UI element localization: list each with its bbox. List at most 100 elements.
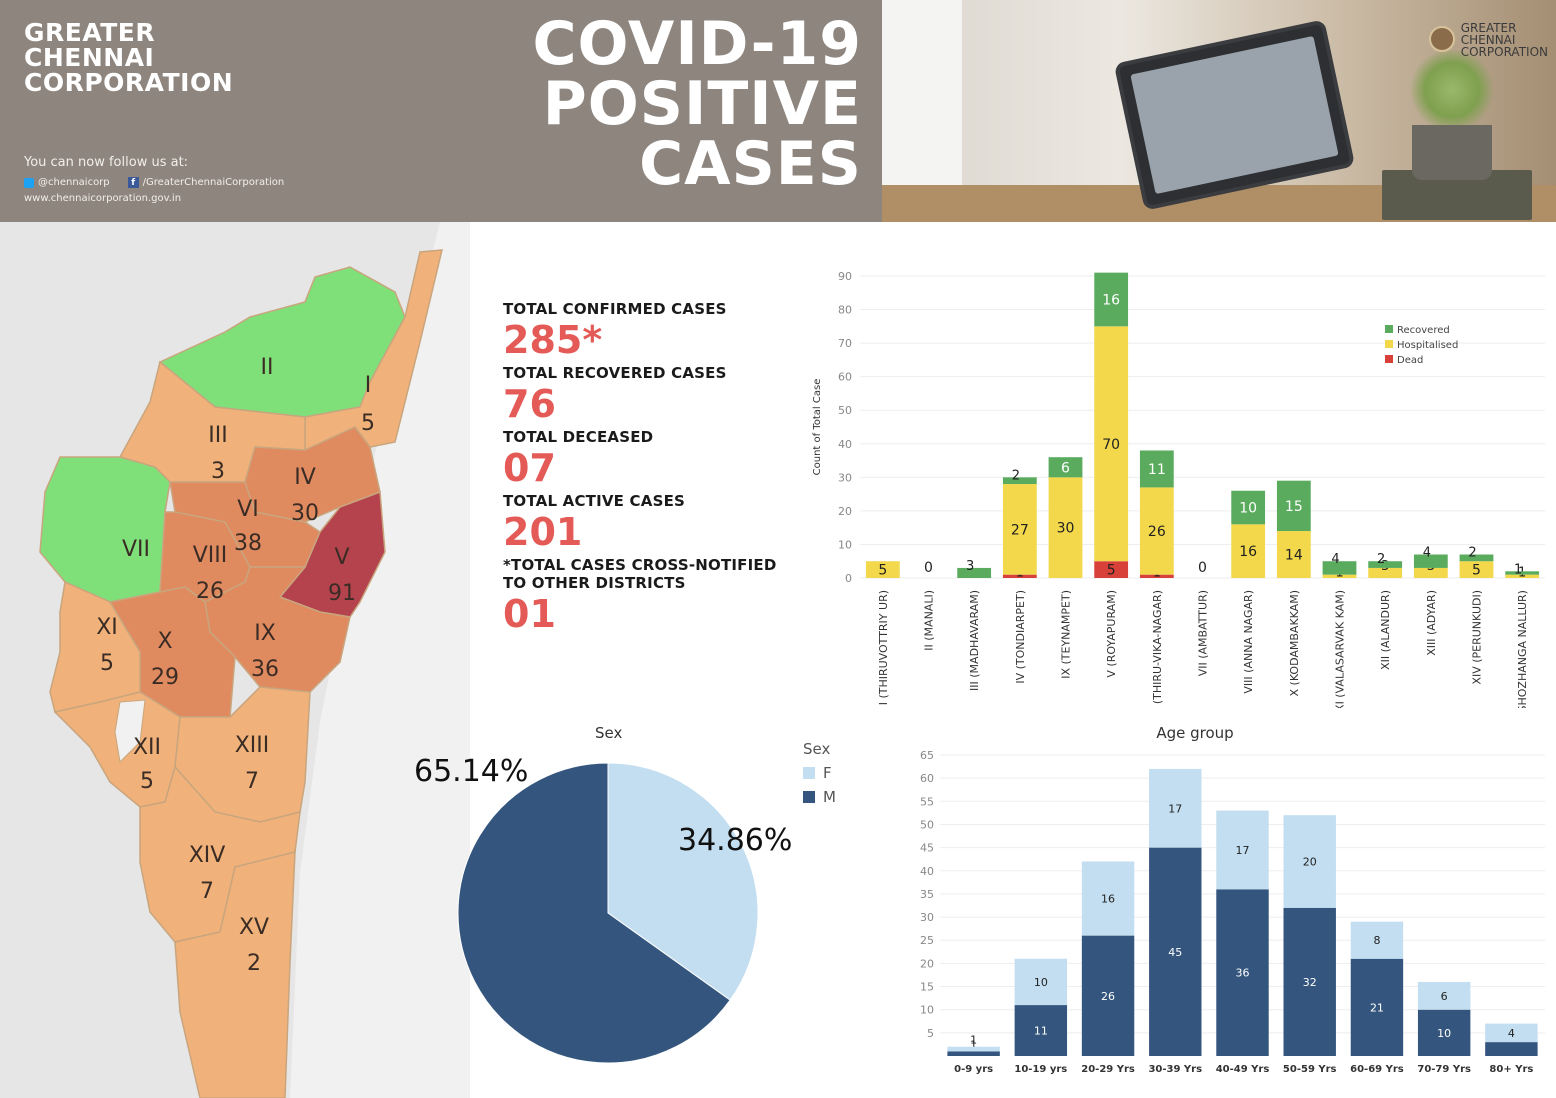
- age-bar-segment-m[interactable]: [1417, 1009, 1471, 1056]
- page-title: COVID-19 POSITIVE CASES: [442, 14, 862, 194]
- zone-label-III: III: [208, 423, 227, 448]
- age-bar-segment-f[interactable]: [1350, 921, 1404, 959]
- zone-XV-shape[interactable]: [174, 851, 296, 1098]
- zone-bar-segment-hospitalised[interactable]: [1505, 574, 1540, 578]
- age-bar-segment-f[interactable]: [1417, 981, 1471, 1010]
- zone-bar-value-label: 2: [1468, 546, 1476, 561]
- zone-bar-segment-recovered[interactable]: [1505, 571, 1540, 575]
- zone-bar-segment-recovered[interactable]: [957, 567, 992, 578]
- age-bar-value-label: 21: [1370, 1001, 1384, 1014]
- pie-slice-f[interactable]: [607, 762, 759, 1001]
- sex-legend: Sex F M: [803, 740, 836, 806]
- age-bar-segment-m[interactable]: [1014, 1005, 1068, 1056]
- zone-bar-segment-recovered[interactable]: [1048, 457, 1083, 478]
- age-bar-value-label: 6: [1441, 990, 1448, 1003]
- zone-bar-segment-recovered[interactable]: [1276, 480, 1311, 532]
- age-bar-segment-m[interactable]: [1216, 889, 1269, 1056]
- age-bar-segment-f[interactable]: [1485, 1023, 1538, 1043]
- age-bar-segment-f[interactable]: [1149, 768, 1202, 848]
- stats-panel: TOTAL CONFIRMED CASES 285* TOTAL RECOVER…: [503, 300, 803, 638]
- zone-chart-ytick: 50: [838, 404, 852, 417]
- zone-bar-segment-hospitalised[interactable]: [1002, 484, 1037, 575]
- age-chart-ytick: 50: [920, 818, 934, 831]
- zone-bar-segment-hospitalised[interactable]: [1139, 487, 1174, 575]
- zone-chart-ytick: 10: [838, 538, 852, 551]
- age-chart-category-label: 40-49 Yrs: [1216, 1064, 1270, 1075]
- age-bar-value-label: 26: [1101, 990, 1115, 1003]
- zone-count-VI: 38: [234, 531, 262, 556]
- zone-bar-segment-recovered[interactable]: [1002, 477, 1037, 485]
- zone-bar-segment-recovered[interactable]: [1413, 554, 1448, 568]
- zone-bar-value-label: 3: [966, 559, 974, 574]
- zone-chart-category-label: XIII (ADYAR): [1425, 590, 1438, 656]
- age-bar-segment-m[interactable]: [1149, 847, 1202, 1056]
- zone-count-X: 29: [151, 665, 179, 690]
- zone-map-svg: II I 5 III 3 IV 30 VI 38 VII VIII 26 V 9…: [0, 222, 443, 1098]
- zone-bar-segment-hospitalised[interactable]: [1048, 477, 1083, 578]
- age-bar-value-label: 16: [1101, 893, 1115, 906]
- confirmed-label: TOTAL CONFIRMED CASES: [503, 300, 727, 318]
- zone-bar-segment-recovered[interactable]: [1322, 561, 1357, 575]
- zone-bar-zero-label: 0: [1198, 560, 1207, 576]
- zone-bar-segment-hospitalised[interactable]: [1276, 531, 1311, 578]
- zone-bar-segment-hospitalised[interactable]: [1368, 567, 1403, 578]
- zone-count-IV: 30: [291, 501, 319, 526]
- zone-label-IV: IV: [294, 465, 316, 490]
- zone-legend-swatch-recovered: [1385, 325, 1393, 333]
- zone-bar-value-label: 26: [1148, 524, 1166, 540]
- zone-bar-value-label: 11: [1148, 462, 1166, 478]
- sex-pie-chart: Sex 65.14% 34.86% Sex F M: [400, 720, 860, 1090]
- age-bar-segment-m[interactable]: [1081, 935, 1135, 1056]
- zone-bar-segment-hospitalised[interactable]: [1231, 524, 1266, 578]
- zone-bar-segment-recovered[interactable]: [1368, 561, 1403, 568]
- zone-bar-segment-hospitalised[interactable]: [1459, 561, 1494, 578]
- age-chart-ytick: 5: [927, 1027, 934, 1040]
- zone-legend-label-recovered: Recovered: [1397, 325, 1450, 336]
- zone-bar-segment-hospitalised[interactable]: [865, 561, 900, 578]
- zone-count-XIII: 7: [245, 769, 259, 794]
- sex-legend-f: F: [803, 764, 836, 782]
- zone-bar-segment-recovered[interactable]: [1231, 490, 1266, 525]
- age-bar-segment-f[interactable]: [1081, 861, 1135, 936]
- age-bar-segment-f[interactable]: [947, 1046, 1000, 1052]
- age-bar-value-label: 4: [1508, 1027, 1515, 1040]
- age-bar-value-label: 45: [1168, 946, 1182, 959]
- photo-logo-line-3: CORPORATION: [1460, 45, 1548, 59]
- zone-chart-category-label: I (THIRUVOTTRIY UR): [877, 590, 890, 705]
- zone-bar-segment-dead[interactable]: [1139, 574, 1174, 578]
- zone-bar-segment-hospitalised[interactable]: [1413, 567, 1448, 578]
- zone-label-XII: XII: [133, 735, 161, 760]
- zone-label-VII: VII: [122, 537, 150, 562]
- age-bar-segment-f[interactable]: [1014, 958, 1068, 1006]
- zone-bar-segment-hospitalised[interactable]: [1094, 326, 1129, 562]
- zone-bar-segment-hospitalised[interactable]: [1322, 574, 1357, 578]
- facebook-link[interactable]: f /GreaterChennaiCorporation: [127, 177, 284, 188]
- twitter-link[interactable]: @chennaicorp: [24, 177, 110, 188]
- age-bar-segment-m[interactable]: [1485, 1042, 1538, 1056]
- age-bar-segment-m[interactable]: [1350, 958, 1404, 1056]
- recovered-value: 76: [503, 382, 556, 426]
- age-bar-segment-f[interactable]: [1283, 815, 1336, 908]
- age-bar-segment-m[interactable]: [1283, 907, 1336, 1056]
- zone-count-XV: 2: [247, 951, 261, 976]
- zone-count-III: 3: [211, 459, 225, 484]
- doctor-coat-shape: [882, 0, 962, 190]
- pie-slice-m[interactable]: [457, 762, 731, 1064]
- age-bar-value-label: 11: [1034, 1025, 1048, 1038]
- website-link[interactable]: www.chennaicorporation.gov.in: [24, 193, 182, 204]
- zone-bar-segment-recovered[interactable]: [1094, 272, 1129, 327]
- zone-bar-segment-dead[interactable]: [1094, 561, 1129, 578]
- zone-bar-segment-dead[interactable]: [1002, 574, 1037, 578]
- age-bar-segment-f[interactable]: [1216, 810, 1269, 890]
- age-bar-segment-m[interactable]: [947, 1051, 1000, 1056]
- zone-bar-segment-recovered[interactable]: [1459, 554, 1494, 562]
- zone-chart-category-label: XI (VALASARVAK KAM): [1334, 590, 1347, 708]
- zone-bar-value-label: 30: [1057, 521, 1075, 537]
- age-bar-value-label: 10: [1034, 976, 1048, 989]
- zone-label-VI: VI: [237, 497, 259, 522]
- zone-bar-segment-recovered[interactable]: [1139, 450, 1174, 488]
- zone-chart-category-label: VII (AMBATTUR): [1197, 590, 1210, 676]
- age-chart-ytick: 35: [920, 888, 934, 901]
- age-bar-value-label: 1: [970, 1038, 977, 1051]
- zone-bar-value-label: 16: [1102, 292, 1120, 308]
